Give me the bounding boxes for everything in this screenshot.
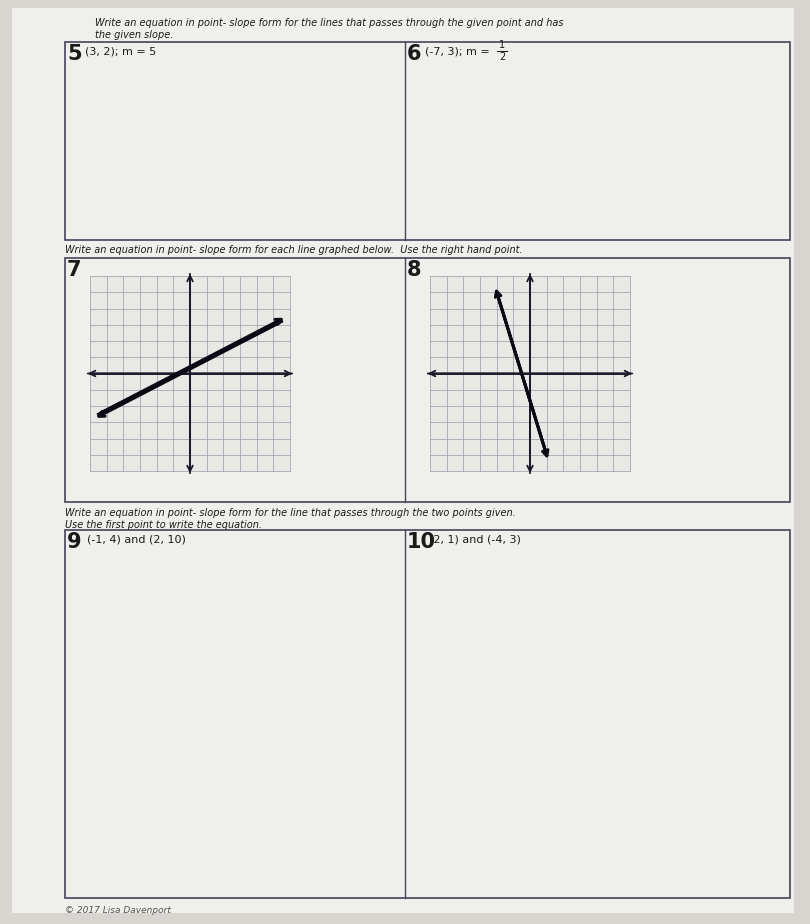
Text: (3, 2); m = 5: (3, 2); m = 5 [85,46,156,56]
Text: 6: 6 [407,44,421,64]
Text: Write an equation in point- slope form for each line graphed below.  Use the rig: Write an equation in point- slope form f… [65,245,522,255]
Text: 1: 1 [499,40,505,50]
Bar [430,276,630,471]
Text: (-7, 3); m =: (-7, 3); m = [425,46,493,56]
Text: 2: 2 [499,52,505,62]
Text: (2, 1) and (-4, 3): (2, 1) and (-4, 3) [429,534,521,544]
Text: Write an equation in point- slope form for the line that passes through the two : Write an equation in point- slope form f… [65,508,516,518]
Text: 7: 7 [67,260,82,280]
Text: 9: 9 [67,532,82,552]
Bar [65,530,790,898]
Text: 10: 10 [407,532,436,552]
Text: (-1, 4) and (2, 10): (-1, 4) and (2, 10) [87,534,185,544]
Text: Use the first point to write the equation.: Use the first point to write the equatio… [65,520,262,530]
Bar [65,42,790,240]
Bar [90,276,290,471]
Text: © 2017 Lisa Davenport: © 2017 Lisa Davenport [65,906,171,915]
Text: 8: 8 [407,260,421,280]
Text: 5: 5 [67,44,82,64]
Text: the given slope.: the given slope. [95,30,173,40]
Text: Write an equation in point- slope form for the lines that passes through the giv: Write an equation in point- slope form f… [95,18,564,28]
Bar [65,258,790,502]
